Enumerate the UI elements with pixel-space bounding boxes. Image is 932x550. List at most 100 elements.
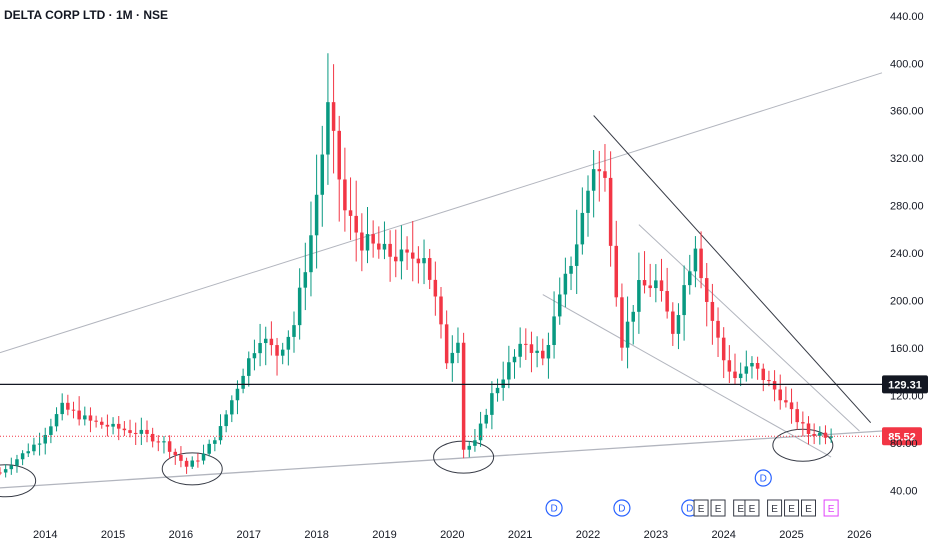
candle[interactable]: [682, 265, 686, 341]
candle[interactable]: [603, 144, 607, 192]
candle[interactable]: [20, 450, 25, 466]
candle[interactable]: [94, 415, 98, 428]
candle[interactable]: [139, 417, 144, 446]
candle[interactable]: [3, 464, 8, 478]
candle[interactable]: [557, 277, 562, 325]
candle[interactable]: [88, 407, 93, 433]
candle[interactable]: [767, 370, 771, 387]
trendline[interactable]: [593, 115, 872, 424]
candle[interactable]: [422, 239, 426, 285]
candle[interactable]: [235, 380, 240, 415]
candle[interactable]: [343, 147, 347, 232]
candle[interactable]: [303, 242, 308, 311]
candle[interactable]: [213, 437, 217, 452]
candle[interactable]: [399, 225, 404, 280]
candle[interactable]: [184, 457, 189, 474]
candle[interactable]: [388, 230, 392, 282]
dividend-marker[interactable]: D: [545, 499, 563, 517]
candle[interactable]: [755, 356, 760, 380]
candle[interactable]: [167, 435, 172, 459]
candle[interactable]: [133, 422, 138, 445]
candle[interactable]: [263, 326, 268, 366]
candle[interactable]: [761, 363, 766, 392]
candle[interactable]: [495, 378, 500, 402]
candle[interactable]: [546, 332, 551, 379]
candle[interactable]: [501, 361, 505, 401]
candle[interactable]: [337, 115, 341, 222]
candle[interactable]: [179, 446, 183, 468]
candle[interactable]: [625, 296, 630, 369]
trendline[interactable]: [0, 72, 883, 354]
earnings-marker[interactable]: E: [767, 499, 783, 517]
candle[interactable]: [642, 251, 647, 294]
candle[interactable]: [269, 321, 274, 356]
candle[interactable]: [750, 356, 754, 379]
candle[interactable]: [490, 381, 494, 430]
trendline[interactable]: [542, 294, 832, 458]
candle[interactable]: [241, 368, 245, 394]
candle[interactable]: [224, 410, 228, 433]
candle[interactable]: [659, 258, 664, 302]
candle[interactable]: [320, 125, 325, 227]
candle[interactable]: [286, 330, 291, 366]
candle[interactable]: [456, 327, 460, 364]
candle[interactable]: [252, 339, 257, 371]
earnings-marker[interactable]: E: [744, 499, 760, 517]
candle[interactable]: [196, 453, 200, 468]
candle[interactable]: [275, 337, 279, 376]
circled-low[interactable]: [161, 452, 223, 486]
candle[interactable]: [704, 263, 709, 327]
candle[interactable]: [122, 421, 127, 436]
earnings-marker[interactable]: E: [823, 499, 839, 517]
candle[interactable]: [297, 268, 302, 340]
candle[interactable]: [778, 374, 782, 410]
candle[interactable]: [552, 291, 556, 359]
candle[interactable]: [207, 439, 211, 457]
candle[interactable]: [541, 338, 545, 366]
candle[interactable]: [150, 427, 155, 448]
candle[interactable]: [173, 448, 178, 465]
candle[interactable]: [71, 401, 76, 419]
candle[interactable]: [450, 335, 455, 382]
candle[interactable]: [574, 209, 579, 295]
candle[interactable]: [637, 252, 641, 334]
candle[interactable]: [608, 151, 613, 267]
candle[interactable]: [784, 386, 788, 408]
trendline[interactable]: [0, 430, 883, 489]
candle[interactable]: [201, 444, 206, 465]
candle[interactable]: [716, 307, 720, 357]
candle[interactable]: [371, 220, 375, 258]
candle[interactable]: [218, 414, 223, 445]
candle[interactable]: [377, 226, 381, 259]
candle[interactable]: [0, 467, 2, 476]
candle[interactable]: [484, 408, 488, 429]
candle[interactable]: [518, 327, 522, 368]
candle[interactable]: [795, 401, 799, 430]
candle[interactable]: [806, 416, 811, 445]
candle[interactable]: [829, 428, 833, 443]
candle[interactable]: [247, 351, 251, 387]
earnings-marker[interactable]: E: [693, 499, 709, 517]
candle[interactable]: [365, 206, 370, 264]
candle[interactable]: [190, 456, 194, 469]
candle[interactable]: [563, 257, 568, 308]
candle[interactable]: [382, 221, 387, 260]
candle[interactable]: [32, 437, 36, 456]
candle[interactable]: [529, 331, 534, 373]
earnings-marker[interactable]: E: [784, 499, 800, 517]
candle[interactable]: [580, 187, 585, 255]
dividend-marker[interactable]: D: [613, 499, 631, 517]
candle[interactable]: [162, 436, 166, 454]
candle[interactable]: [823, 425, 828, 445]
candle[interactable]: [461, 332, 466, 459]
candle[interactable]: [738, 362, 743, 387]
candle[interactable]: [309, 201, 313, 297]
candle[interactable]: [671, 302, 675, 346]
candle[interactable]: [405, 236, 409, 270]
candle[interactable]: [597, 150, 602, 202]
candle[interactable]: [801, 411, 805, 436]
candle[interactable]: [156, 435, 161, 452]
candle[interactable]: [676, 303, 681, 350]
candle[interactable]: [348, 177, 353, 241]
